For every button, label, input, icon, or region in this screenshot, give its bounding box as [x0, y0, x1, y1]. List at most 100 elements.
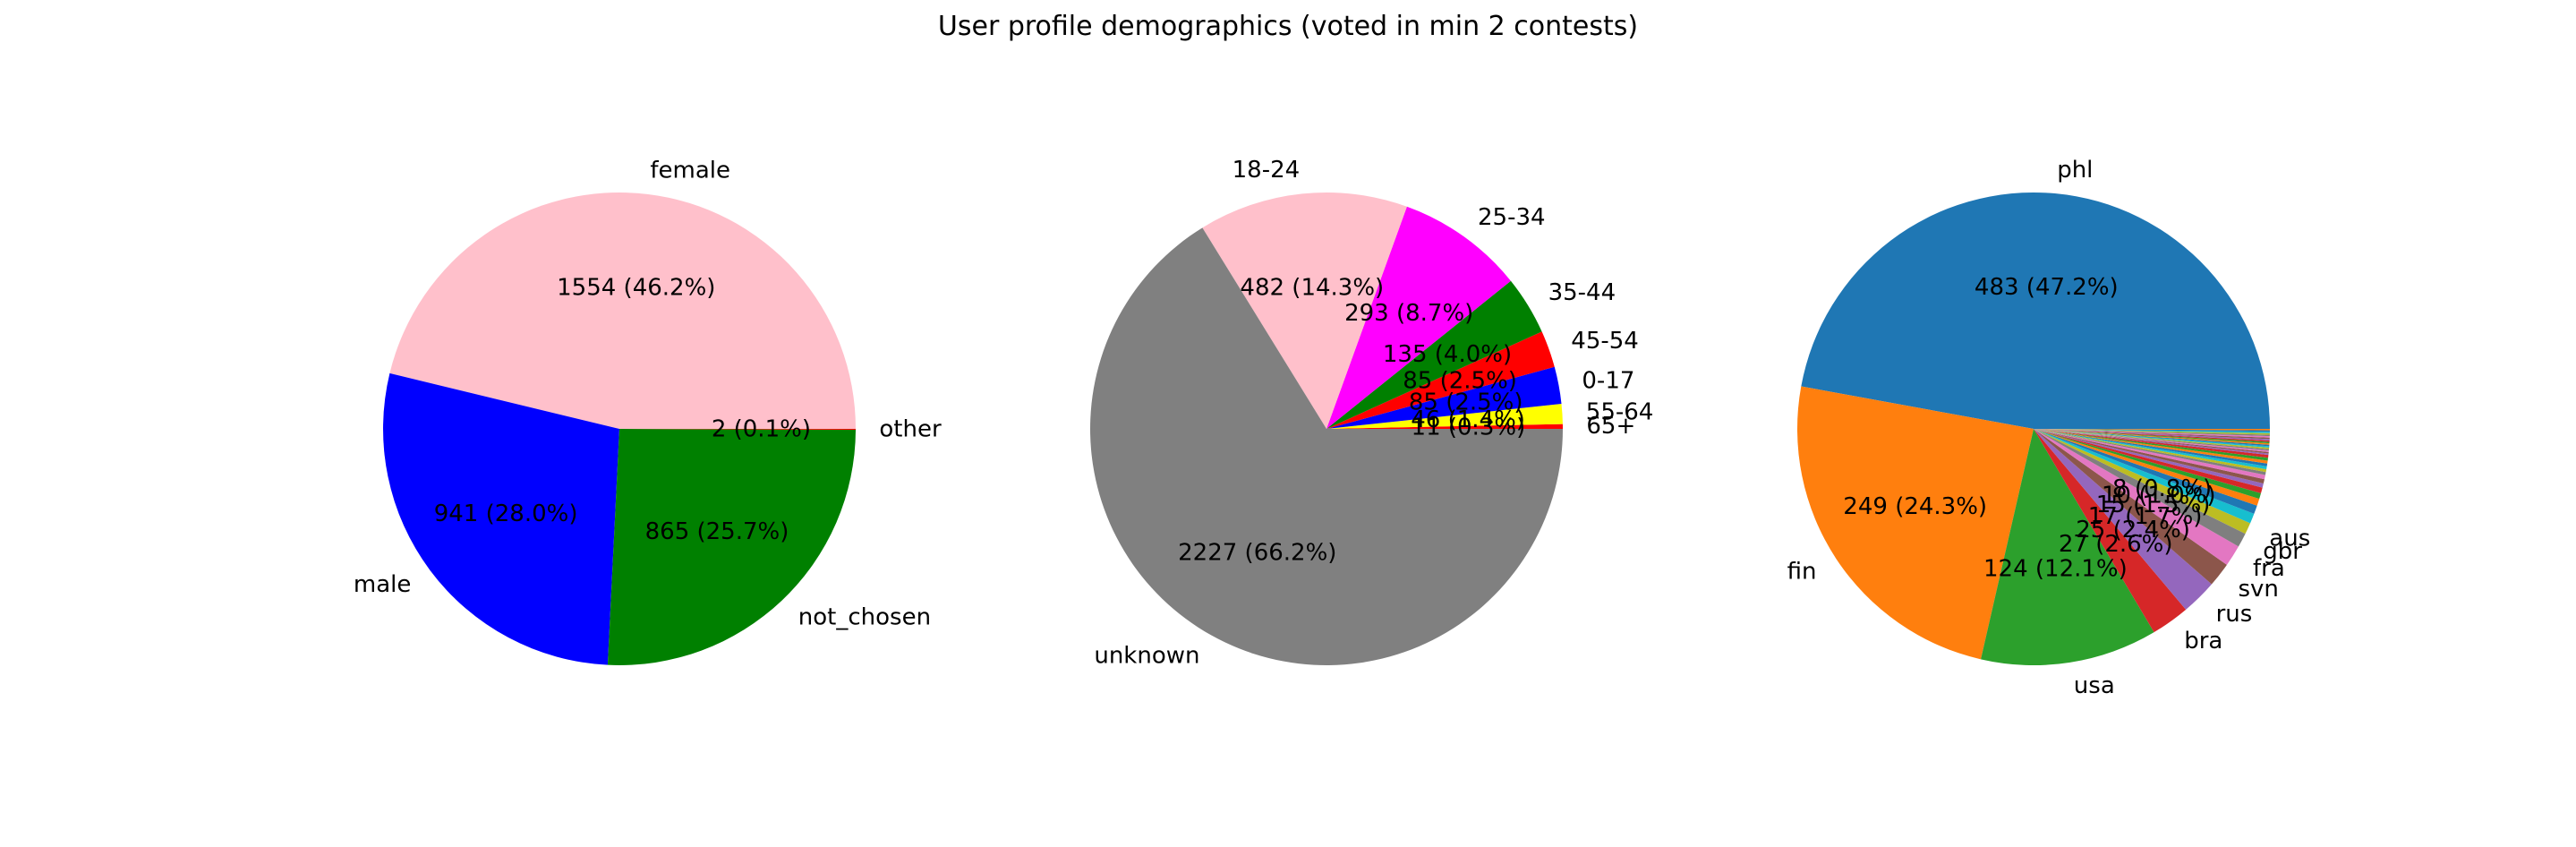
pie-slice-34 [2034, 429, 2270, 441]
pie-value-label-not_chosen: 865 (25.7%) [645, 518, 789, 545]
pie-chart-country: phl 483 (47.2%) fin 249 (24.3%) usa 124 (12.1… [1787, 157, 2311, 699]
pie-label-65+: 65+ [1586, 413, 1635, 440]
pie-slice-33 [2034, 429, 2270, 442]
pie-value-label-fra: 15 (1.5%) [2096, 492, 2211, 518]
pie-slice-9 [2034, 429, 2255, 524]
pie-slice-20 [2034, 429, 2268, 466]
pie-slice-55-64 [1326, 403, 1563, 429]
pie-slice-fin [1796, 386, 2034, 660]
pie-slice-29 [2034, 429, 2270, 449]
pie-slice-11 [2034, 429, 2260, 506]
pie-slice-40 [2034, 429, 2270, 432]
pie-slice-usa [1981, 429, 2154, 665]
pie-value-label-gbr: 10 (1.0%) [2102, 483, 2216, 509]
pie-value-label-45-54: 85 (2.5%) [1403, 368, 1517, 395]
pie-slice-37 [2034, 429, 2270, 437]
pie-slice-25 [2034, 429, 2269, 454]
pie-slice-14 [2034, 429, 2264, 488]
pie-label-gbr: gbr [2263, 538, 2302, 565]
pie-slice-45-54 [1326, 331, 1555, 429]
pie-label-other: other [879, 416, 942, 443]
pie-slice-bra [2034, 429, 2187, 633]
pie-slice-15 [2034, 429, 2265, 483]
pie-value-label-55-64: 46 (1.4%) [1411, 406, 1525, 433]
figure-title: User profile demographics (voted in min … [937, 11, 1639, 42]
pie-slice-38 [2034, 429, 2270, 435]
pie-label-0-17: 0-17 [1582, 367, 1634, 394]
pie-slice-26 [2034, 429, 2269, 452]
pie-slice-27 [2034, 429, 2270, 451]
pie-label-not_chosen: not_chosen [798, 604, 931, 631]
pie-slice-10 [2034, 429, 2257, 514]
pie-slice-65+ [1326, 424, 1563, 429]
pie-slice-36 [2034, 429, 2270, 438]
pie-value-label-fin: 249 (24.3%) [1843, 493, 1987, 520]
pie-slice-aus [2034, 429, 2251, 535]
pie-value-label-other: 2 (0.1%) [712, 415, 811, 442]
pie-label-phl: phl [2057, 157, 2093, 184]
pie-slice-male [382, 372, 619, 665]
pie-slice-39 [2034, 429, 2270, 433]
pie-slice-35-44 [1326, 280, 1542, 429]
pie-slice-12 [2034, 429, 2262, 500]
pie-slice-23 [2034, 429, 2269, 458]
pie-label-fin: fin [1787, 559, 1817, 586]
pie-slice-35 [2034, 429, 2270, 440]
pie-label-25-34: 25-34 [1478, 204, 1546, 231]
pie-slice-28 [2034, 429, 2270, 449]
pie-slice-16 [2034, 429, 2265, 480]
pie-slice-fra [2034, 429, 2239, 565]
pie-label-unknown: unknown [1094, 643, 1199, 670]
pie-slice-unknown [1090, 227, 1564, 666]
pie-slice-17 [2034, 429, 2266, 475]
pie-value-label-25-34: 293 (8.7%) [1344, 300, 1473, 327]
pie-slice-gbr [2034, 429, 2246, 547]
pie-label-fra: fra [2253, 555, 2285, 582]
pie-label-45-54: 45-54 [1571, 328, 1639, 355]
pie-slice-41 [2034, 429, 2271, 431]
pie-label-rus: rus [2216, 601, 2253, 628]
pie-slice-13 [2034, 429, 2263, 493]
pie-chart-age: 65+ 11 (0.3%) 55-64 46 (1.4%) 0-17 85 (2.5%) 4… [1090, 157, 1653, 670]
pie-value-label-65+: 11 (0.3%) [1412, 414, 1526, 441]
pie-value-label-female: 1554 (46.2%) [557, 275, 715, 302]
pie-slice-21 [2034, 429, 2268, 464]
pie-value-label-0-17: 85 (2.5%) [1409, 389, 1523, 416]
pie-slice-25-34 [1326, 206, 1511, 429]
pie-slice-30 [2034, 429, 2270, 447]
pie-label-female: female [650, 158, 730, 184]
pie-value-label-phl: 483 (47.2%) [1975, 274, 2119, 301]
pie-slice-19 [2034, 429, 2267, 470]
pie-slice-22 [2034, 429, 2269, 461]
pie-slice-31 [2034, 429, 2270, 445]
pie-value-label-35-44: 135 (4.0%) [1383, 341, 1512, 368]
pie-label-male: male [354, 571, 411, 598]
pie-value-label-male: 941 (28.0%) [434, 500, 578, 527]
pie-slice-24 [2034, 429, 2269, 456]
pie-slice-phl [1801, 192, 2270, 429]
pie-value-label-usa: 124 (12.1%) [1983, 556, 2128, 583]
pie-slice-rus [2034, 429, 2212, 610]
pie-slice-female [389, 192, 857, 429]
pie-slice-18-24 [1202, 192, 1407, 429]
pie-label-aus: aus [2269, 525, 2310, 552]
pie-slice-not_chosen [607, 429, 856, 666]
pie-slice-0-17 [1326, 366, 1562, 429]
pie-value-label-rus: 25 (2.4%) [2076, 517, 2190, 543]
pie-slice-18 [2034, 429, 2267, 473]
pie-label-usa: usa [2074, 672, 2115, 699]
pie-label-55-64: 55-64 [1586, 399, 1654, 426]
pie-value-label-svn: 17 (1.7%) [2088, 503, 2203, 530]
pie-label-bra: bra [2184, 628, 2222, 654]
pie-label-svn: svn [2239, 576, 2279, 603]
pie-slice-svn [2034, 429, 2227, 585]
pie-slice-other [619, 429, 857, 430]
pie-chart-gender: female 1554 (46.2%) male 941 (28.0%) not_cho… [354, 158, 942, 666]
pie-label-35-44: 35-44 [1548, 279, 1616, 306]
pie-value-label-bra: 27 (2.6%) [2059, 531, 2173, 558]
pie-value-label-18-24: 482 (14.3%) [1240, 274, 1384, 301]
pie-value-label-unknown: 2227 (66.2%) [1178, 539, 1336, 566]
pie-value-label-aus: 8 (0.8%) [2112, 475, 2212, 502]
